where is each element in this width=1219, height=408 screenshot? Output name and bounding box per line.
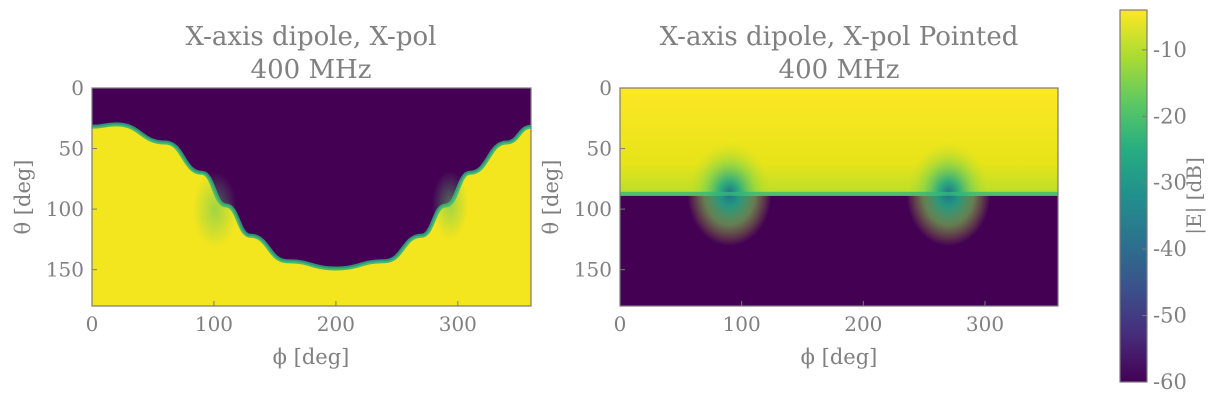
colorbar-tick-label: -20 <box>1153 104 1187 128</box>
panel-right-title-line2: 400 MHz <box>779 55 900 85</box>
panel-left-title-line1: X-axis dipole, X-pol <box>186 22 437 52</box>
panel-left-ticks: 0 100 200 300 0 50 100 150 <box>46 76 477 336</box>
colorbar-tick-label: -40 <box>1153 237 1187 261</box>
panel-left-haze-right <box>432 171 468 239</box>
panel-left-xtick-label: 200 <box>317 312 355 336</box>
panel-right-frame <box>619 87 1059 307</box>
panel-left-ytick-label: 150 <box>46 258 84 282</box>
panel-left-title-line2: 400 MHz <box>251 55 372 85</box>
colorbar: -10 -20 -30 -40 -50 -60 |E| [dB] <box>1119 9 1207 394</box>
panel-right-ytick-label: 150 <box>574 258 612 282</box>
panel-right-xtick-label: 0 <box>614 312 627 336</box>
colorbar-frame <box>1119 9 1148 383</box>
colorbar-ticks: -10 -20 -30 -40 -50 -60 <box>1142 38 1187 394</box>
panel-left-ytick-label: 100 <box>46 197 84 221</box>
panel-right-ytick-label: 50 <box>587 137 612 161</box>
panel-right-high-field-region <box>620 88 1058 196</box>
panel-right-xlabel: ϕ [deg] <box>801 345 878 369</box>
panel-right-horizon-edge <box>620 191 1058 196</box>
colorbar-label: |E| [dB] <box>1182 157 1207 235</box>
panel-left-frame <box>91 87 532 307</box>
panel-right-title-line1: X-axis dipole, X-pol Pointed <box>660 22 1019 52</box>
panel-left-haze-left <box>193 172 237 248</box>
panel-right-heatmap <box>620 88 1058 306</box>
panel-right-ytick-label: 100 <box>574 197 612 221</box>
panel-left-xlabel: ϕ [deg] <box>273 345 350 369</box>
panel-left-boundary-edge <box>92 122 531 271</box>
panel-right-ylabel: θ [deg] <box>539 159 563 234</box>
colorbar-tick-label: -60 <box>1153 370 1187 394</box>
colorbar-tick-label: -30 <box>1153 171 1187 195</box>
panel-left-xtick-label: 0 <box>86 312 99 336</box>
panel-left-ylabel: θ [deg] <box>11 159 35 234</box>
panel-right-ticks: 0 100 200 300 0 50 100 150 <box>574 76 1004 336</box>
panel-right: X-axis dipole, X-pol Pointed 400 MHz 0 10… <box>539 22 1059 369</box>
panel-left-xtick-label: 100 <box>195 312 233 336</box>
panel-right-xtick-label: 100 <box>723 312 761 336</box>
panel-right-xtick-label: 300 <box>966 312 1004 336</box>
panel-left-ytick-label: 0 <box>71 76 84 100</box>
panel-left-xtick-label: 300 <box>439 312 477 336</box>
panel-left: X-axis dipole, X-pol 400 MHz 0 100 200 3000… <box>11 22 532 369</box>
panel-left-heatmap <box>92 88 531 306</box>
panel-right-xtick-label: 200 <box>844 312 882 336</box>
colorbar-gradient <box>1120 10 1147 382</box>
colorbar-tick-label: -10 <box>1153 38 1187 62</box>
panel-right-ytick-label: 0 <box>599 76 612 100</box>
colorbar-tick-label: -50 <box>1153 304 1187 328</box>
panel-left-ytick-label: 50 <box>59 137 84 161</box>
panel-left-high-field-region <box>92 124 531 306</box>
